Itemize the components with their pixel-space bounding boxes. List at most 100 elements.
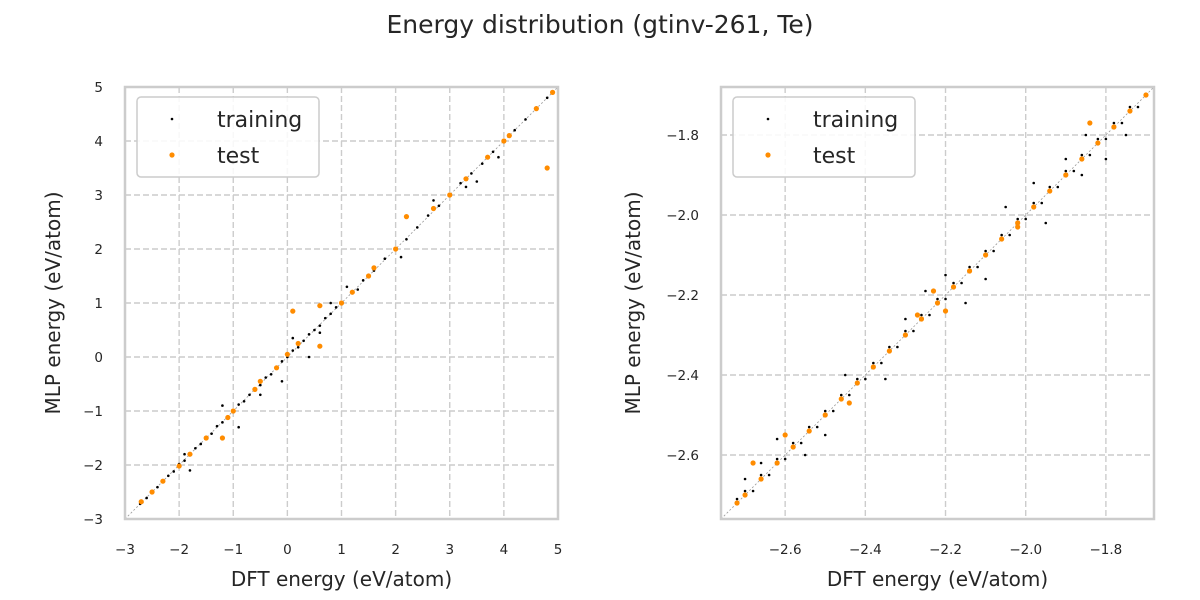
data-point-training bbox=[791, 441, 795, 445]
data-point-training bbox=[1024, 217, 1028, 221]
data-point-training bbox=[775, 437, 779, 441]
data-point-training bbox=[743, 477, 747, 481]
data-point-test bbox=[544, 165, 550, 171]
data-point-training bbox=[952, 281, 955, 285]
x-tick-label: −2.2 bbox=[929, 542, 962, 558]
data-point-test bbox=[463, 176, 469, 182]
data-point-test bbox=[942, 308, 949, 314]
data-point-training bbox=[145, 496, 148, 500]
x-tick-label: −2 bbox=[169, 542, 189, 558]
data-point-training bbox=[904, 329, 907, 333]
series-test bbox=[734, 92, 1149, 506]
data-point-test bbox=[1047, 188, 1053, 194]
legend-box bbox=[136, 96, 320, 178]
data-point-test bbox=[870, 364, 876, 370]
data-point-training bbox=[1128, 105, 1132, 109]
data-point-test bbox=[501, 138, 507, 144]
data-point-training bbox=[964, 301, 967, 305]
legend-label-test: test bbox=[813, 144, 856, 169]
data-point-training bbox=[426, 214, 430, 217]
data-point-training bbox=[183, 452, 186, 456]
data-point-training bbox=[437, 204, 441, 208]
data-point-test bbox=[774, 460, 780, 466]
data-point-training bbox=[264, 376, 268, 379]
data-point-test bbox=[1095, 140, 1101, 146]
data-point-training bbox=[856, 377, 859, 381]
data-point-test bbox=[734, 500, 740, 506]
data-point-training bbox=[872, 361, 875, 365]
data-point-training bbox=[759, 461, 763, 465]
y-tick-label: 2 bbox=[94, 242, 103, 258]
data-point-training bbox=[839, 393, 843, 397]
data-point-test bbox=[230, 408, 236, 414]
data-point-training bbox=[912, 329, 915, 333]
data-point-test bbox=[160, 478, 166, 484]
data-point-training bbox=[194, 446, 197, 450]
x-tick-label: 2 bbox=[391, 542, 400, 558]
series-test bbox=[138, 89, 556, 505]
data-point-test bbox=[485, 154, 491, 160]
data-point-training bbox=[269, 372, 273, 376]
data-point-test bbox=[349, 289, 355, 295]
data-point-test bbox=[506, 133, 512, 139]
data-point-training bbox=[464, 185, 468, 189]
data-point-training bbox=[405, 237, 408, 241]
data-point-test bbox=[966, 268, 973, 274]
data-point-training bbox=[1064, 157, 1068, 161]
data-point-training bbox=[847, 393, 851, 397]
data-point-training bbox=[1048, 185, 1052, 189]
x-tick-label: −2.6 bbox=[769, 542, 802, 558]
data-point-training bbox=[210, 432, 213, 435]
data-point-training bbox=[167, 474, 170, 478]
data-point-training bbox=[383, 257, 387, 261]
data-point-test bbox=[225, 414, 231, 421]
data-point-test bbox=[403, 214, 410, 220]
data-point-training bbox=[831, 409, 835, 413]
x-tick-label: 5 bbox=[554, 542, 563, 558]
data-point-test bbox=[219, 435, 226, 441]
data-point-training bbox=[318, 324, 322, 327]
data-point-training bbox=[984, 277, 987, 281]
data-point-test bbox=[1143, 92, 1149, 98]
x-tick-label: −1 bbox=[223, 542, 243, 558]
data-point-test bbox=[918, 316, 925, 322]
y-tick-label: 0 bbox=[94, 350, 103, 366]
y-tick-label: −2.0 bbox=[666, 208, 699, 224]
data-point-training bbox=[237, 425, 240, 429]
data-point-test bbox=[999, 236, 1005, 242]
data-point-training bbox=[296, 345, 300, 349]
y-tick-label: −2.6 bbox=[666, 448, 699, 464]
data-point-training bbox=[361, 279, 365, 282]
data-point-test bbox=[149, 489, 155, 495]
data-point-test bbox=[138, 499, 144, 505]
data-point-training bbox=[248, 393, 251, 397]
legend-marker-training bbox=[170, 117, 174, 121]
data-point-training bbox=[470, 172, 473, 175]
x-tick-label: −3 bbox=[115, 542, 135, 558]
data-point-training bbox=[1080, 173, 1084, 177]
data-point-training bbox=[318, 331, 322, 335]
data-point-test bbox=[886, 348, 892, 354]
data-point-training bbox=[984, 249, 987, 253]
data-point-training bbox=[345, 285, 349, 289]
data-point-training bbox=[1000, 233, 1003, 237]
data-point-test bbox=[934, 300, 941, 306]
data-point-training bbox=[491, 150, 495, 154]
data-point-training bbox=[735, 497, 739, 501]
data-point-test bbox=[790, 444, 796, 450]
data-point-test bbox=[447, 192, 453, 198]
y-tick-label: 3 bbox=[94, 188, 103, 204]
legend-label-training: training bbox=[813, 108, 898, 133]
data-point-training bbox=[1004, 205, 1007, 209]
data-point-test bbox=[1087, 120, 1093, 126]
data-point-training bbox=[775, 457, 779, 461]
data-point-training bbox=[1088, 153, 1092, 157]
y-tick-label: −2 bbox=[83, 458, 103, 474]
data-point-training bbox=[904, 317, 907, 321]
legend-marker-test bbox=[169, 152, 175, 158]
y-tick-label: 5 bbox=[94, 80, 103, 96]
data-point-training bbox=[156, 485, 159, 489]
data-point-test bbox=[1127, 108, 1133, 114]
data-point-training bbox=[259, 393, 262, 397]
data-point-training bbox=[475, 180, 479, 183]
